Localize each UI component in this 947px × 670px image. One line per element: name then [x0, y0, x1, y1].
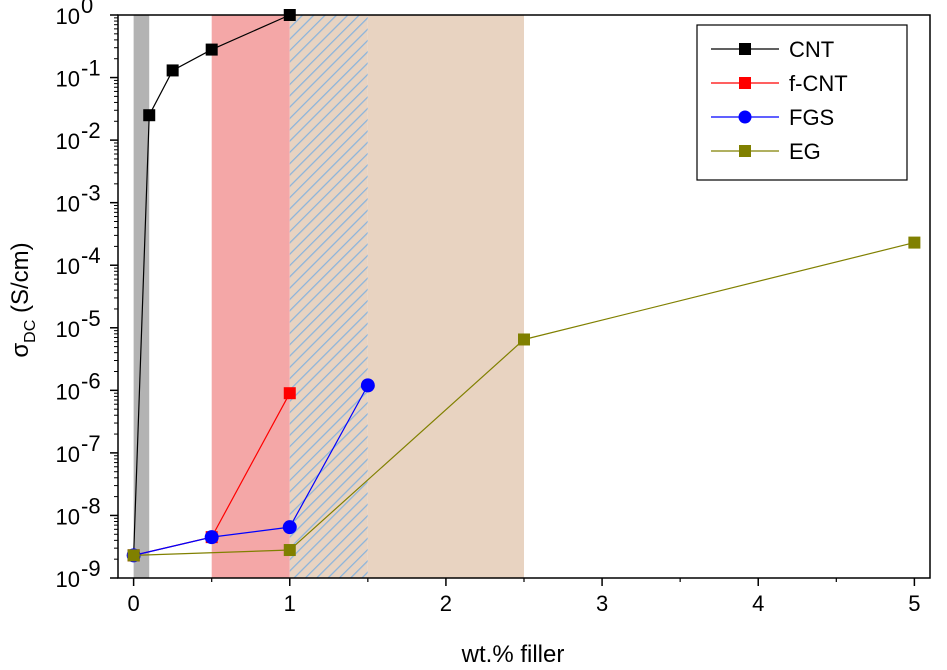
legend-label-cnt: CNT [789, 37, 834, 62]
y-tick-label: 10 [56, 567, 80, 592]
x-axis-title: wt.% filler [461, 641, 565, 668]
y-tick-label: 10 [56, 4, 80, 29]
legend-label-eg: EG [789, 139, 821, 164]
y-tick-label: 10 [56, 442, 80, 467]
y-tick-exponent: -9 [81, 556, 101, 581]
y-axis-symbol: σ [7, 343, 34, 358]
x-tick-label: 0 [127, 591, 139, 616]
legend-label-f-cnt: f-CNT [789, 71, 848, 96]
shaded-region-4 [367, 15, 524, 578]
point-eg [283, 544, 296, 557]
y-tick-exponent: -8 [81, 493, 101, 518]
x-tick-label: 3 [596, 591, 608, 616]
legend: CNT f-CNT FGS EG [696, 24, 908, 181]
data-series [126, 9, 921, 563]
point-eg [908, 236, 921, 249]
point-fgs [360, 378, 375, 393]
y-tick-label: 10 [56, 192, 80, 217]
x-tick-label: 5 [908, 591, 920, 616]
legend-label-fgs: FGS [789, 105, 834, 130]
series-line-eg [133, 242, 915, 556]
point-f-cnt [283, 387, 296, 400]
y-tick-exponent: -6 [81, 368, 101, 393]
legend-box [696, 24, 908, 181]
y-tick-label: 10 [56, 129, 80, 154]
x-tick-label: 1 [284, 591, 296, 616]
y-tick-label: 10 [56, 504, 80, 529]
point-cnt [166, 64, 179, 77]
y-axis-units: (S/cm) [7, 242, 34, 319]
y-tick-label: 10 [56, 254, 80, 279]
shaded-region-2 [211, 15, 290, 578]
point-fgs [204, 530, 219, 545]
axes: 0 1 2 3 4 510-910-810-710-610-510-410-310-210… [56, 0, 931, 616]
x-tick-label: 4 [752, 591, 764, 616]
point-cnt [143, 109, 156, 122]
legend-marker-cnt [739, 43, 751, 55]
y-axis-title: σDC (S/cm) [7, 242, 39, 357]
y-tick-exponent: -2 [81, 118, 101, 143]
point-eg [127, 549, 140, 562]
point-fgs [282, 520, 297, 535]
y-axis-subscript: DC [22, 320, 39, 343]
y-tick-exponent: -7 [81, 431, 101, 456]
y-tick-exponent: -3 [81, 181, 101, 206]
y-tick-exponent: -1 [81, 56, 101, 81]
series-line-fgs [133, 385, 369, 556]
y-tick-label: 10 [56, 379, 80, 404]
shaded-regions [133, 15, 524, 578]
series-eg [127, 236, 921, 562]
y-tick-label: 10 [56, 317, 80, 342]
y-tick-exponent: -5 [81, 306, 101, 331]
x-tick-label: 2 [440, 591, 452, 616]
y-tick-exponent: -4 [81, 243, 101, 268]
shaded-region-3 [289, 15, 368, 578]
series-cnt [127, 9, 296, 562]
y-tick-exponent: 0 [81, 0, 93, 18]
legend-marker-eg [739, 145, 751, 157]
y-tick-label: 10 [56, 67, 80, 92]
point-cnt [205, 43, 218, 56]
legend-marker-f-cnt [739, 77, 751, 89]
svg-text:σDC (S/cm): σDC (S/cm) [7, 242, 39, 357]
point-eg [518, 333, 530, 346]
legend-marker-fgs [738, 110, 752, 124]
